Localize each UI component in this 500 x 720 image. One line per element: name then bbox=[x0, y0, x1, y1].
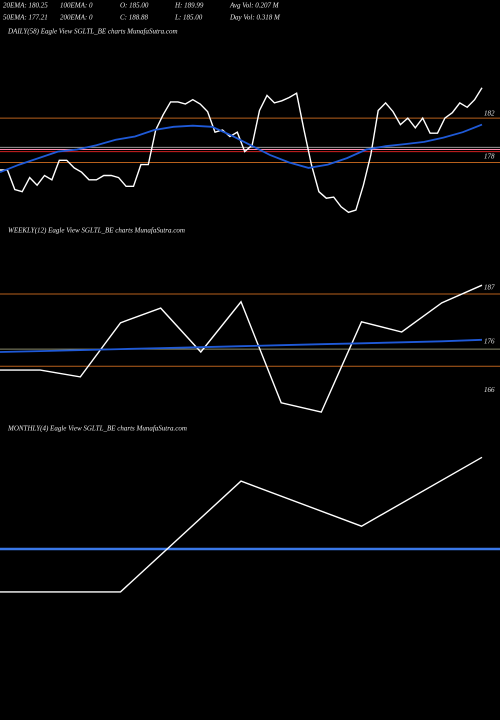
header-stat: H: 189.99 bbox=[174, 2, 204, 10]
header-stat: 200EMA: 0 bbox=[60, 14, 93, 22]
price-line bbox=[0, 123, 483, 174]
price-line bbox=[0, 456, 483, 593]
y-tick-label: 187 bbox=[484, 284, 495, 292]
header-stat: 50EMA: 177.21 bbox=[3, 14, 48, 22]
price-line bbox=[0, 87, 483, 214]
y-tick-label: 166 bbox=[484, 386, 495, 394]
y-tick-label: 178 bbox=[484, 153, 495, 161]
header-stat: L: 185.00 bbox=[174, 14, 203, 22]
panel-title: MONTHLY(4) Eagle View SGLTL_BE charts Mu… bbox=[7, 425, 187, 433]
header-stat: 20EMA: 180.25 bbox=[3, 2, 48, 10]
price-line bbox=[0, 338, 483, 353]
header-stat: 100EMA: 0 bbox=[60, 2, 93, 10]
header-stat: Day Vol: 0.318 M bbox=[229, 14, 281, 22]
y-tick-label: 176 bbox=[484, 337, 495, 345]
header-stat: Avg Vol: 0.207 M bbox=[229, 2, 280, 10]
header-stat: C: 188.88 bbox=[120, 14, 149, 22]
panel-title: DAILY(58) Eagle View SGLTL_BE charts Mun… bbox=[7, 28, 178, 36]
panel-title: WEEKLY(12) Eagle View SGLTL_BE charts Mu… bbox=[8, 227, 185, 235]
header-stat: O: 185.00 bbox=[120, 2, 149, 10]
y-tick-label: 182 bbox=[484, 109, 495, 117]
price-line bbox=[0, 284, 483, 413]
